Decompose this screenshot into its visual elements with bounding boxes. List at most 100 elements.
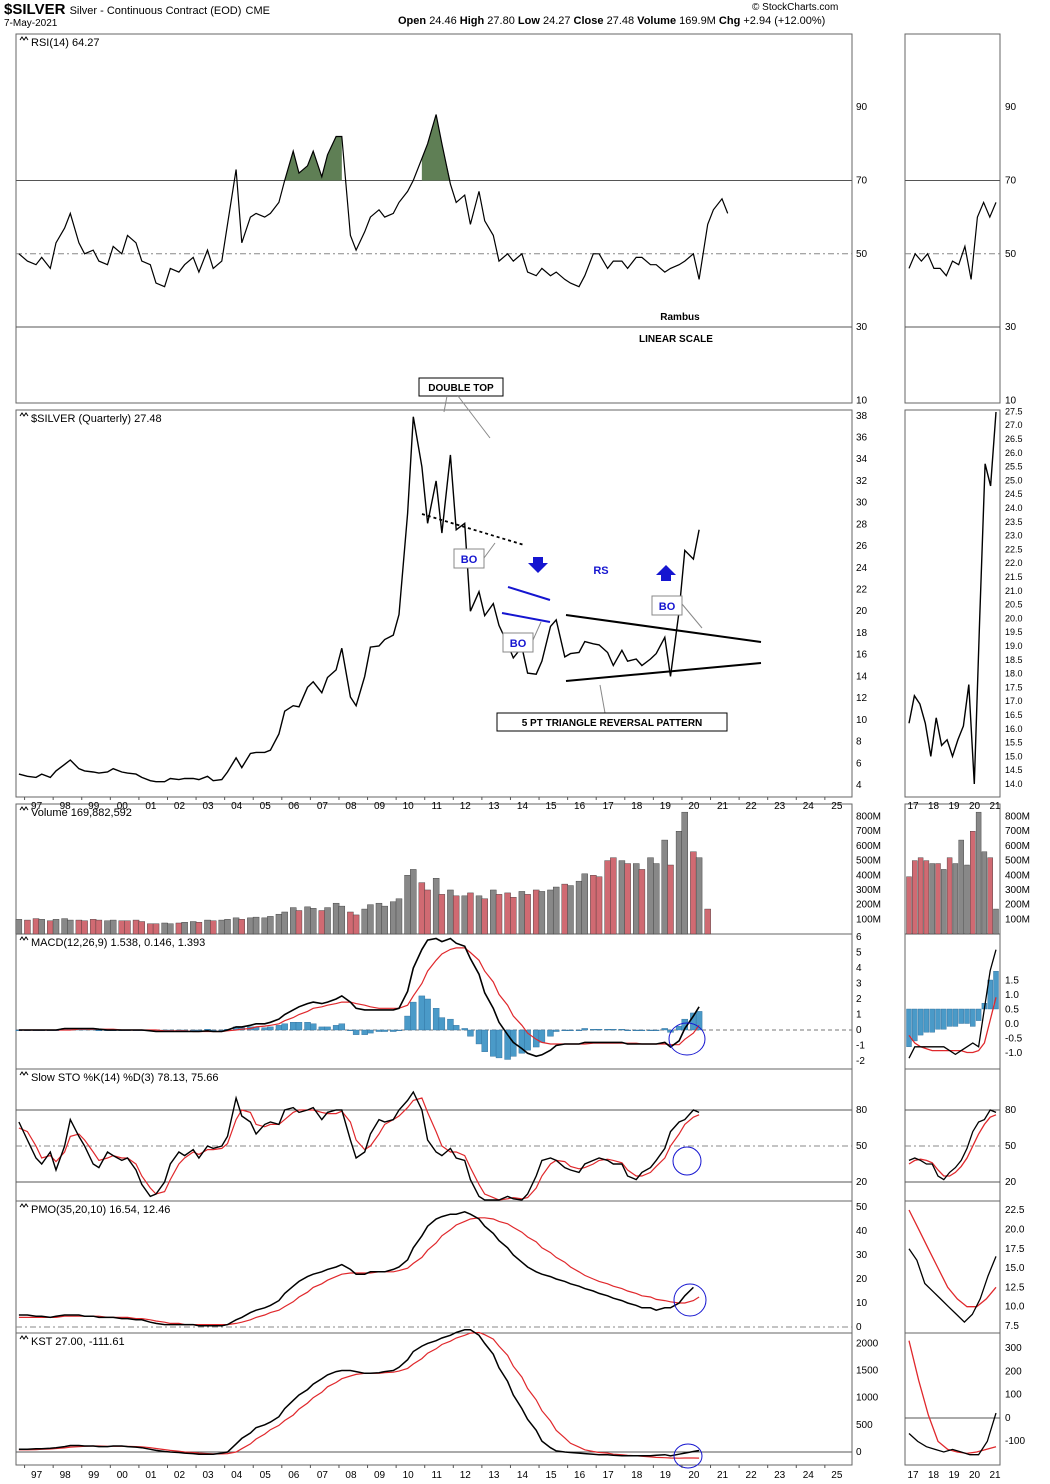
- inset-sto-d: [908, 1114, 997, 1177]
- bo-breakout-label: BO: [659, 601, 676, 613]
- volume-bar: [204, 919, 211, 935]
- inset-price-tick: 18.0: [1005, 669, 1023, 679]
- bo-pointer-2: [532, 621, 542, 641]
- volume-bar: [290, 907, 297, 935]
- inset-price-tick: 19.5: [1005, 627, 1023, 637]
- volume-bar: [547, 889, 554, 935]
- volume-bar: [410, 869, 417, 935]
- volume-bar: [338, 905, 346, 935]
- x-tick-label: 00: [117, 801, 129, 812]
- inset-x-label-bottom: 17: [907, 1470, 919, 1481]
- volume-bar: [161, 922, 168, 935]
- y-tick-volume: 300M: [856, 885, 881, 896]
- x-tick-label-bottom: 09: [374, 1470, 386, 1481]
- volume-bar: [461, 895, 468, 935]
- macd-histogram-bar: [310, 1023, 317, 1031]
- y-tick-price: 4: [856, 780, 862, 791]
- inset-price-tick: 23.0: [1005, 531, 1023, 541]
- macd-histogram-bar: [604, 1029, 611, 1031]
- triangle-top-line: [565, 614, 762, 643]
- y-tick-price: 26: [856, 541, 868, 552]
- y-tick-volume: 600M: [856, 841, 881, 852]
- x-tick-label-bottom: 01: [145, 1470, 157, 1481]
- volume-bar: [653, 863, 660, 935]
- inset-price-tick: 25.5: [1005, 462, 1023, 472]
- macd-histogram-bar: [367, 1029, 374, 1034]
- x-tick-label: 22: [746, 801, 758, 812]
- volume-bar: [638, 869, 646, 935]
- macd-histogram-bar: [361, 1029, 368, 1035]
- inset-kst-tick: 0: [1005, 1413, 1011, 1424]
- macd-histogram-bar: [275, 1025, 283, 1031]
- y-tick-price: 18: [856, 628, 868, 639]
- inset-volume-tick: 400M: [1005, 870, 1030, 881]
- y-tick-macd: 2: [856, 994, 862, 1005]
- inset-price-tick: 15.5: [1005, 738, 1023, 748]
- volume-bar: [89, 919, 97, 935]
- y-tick-volume: 400M: [856, 870, 881, 881]
- y-tick-stochastic: 50: [856, 1141, 868, 1152]
- bo-pointer-1: [483, 542, 496, 559]
- inset-kst-tick: 300: [1005, 1343, 1022, 1354]
- volume-bar: [595, 876, 603, 935]
- y-tick-price: 10: [856, 715, 868, 726]
- inset-volume-bar: [923, 860, 930, 935]
- x-tick-label: 25: [831, 801, 843, 812]
- volume-bar: [210, 920, 217, 935]
- y-tick-kst: 0: [856, 1447, 862, 1458]
- panel-title-rsi: RSI(14) 64.27: [31, 37, 99, 49]
- y-tick-pmo: 40: [856, 1226, 868, 1237]
- x-tick-label-bottom: 99: [88, 1470, 100, 1481]
- volume-bar: [610, 857, 617, 935]
- highlight-circle: [672, 1146, 702, 1176]
- rsi-line: [18, 114, 729, 288]
- volume-bar: [395, 898, 403, 935]
- volume-bar: [352, 914, 360, 935]
- inset-macd-signal: [908, 997, 997, 1054]
- panel-frame-price: [15, 409, 853, 798]
- volume-bar: [447, 889, 454, 935]
- low-value: 24.27: [542, 15, 571, 27]
- panel-frame-kst: [15, 1332, 853, 1466]
- x-tick-label: 08: [345, 801, 357, 812]
- volume-bar: [24, 919, 31, 935]
- inset-pmo-tick: 15.0: [1005, 1263, 1025, 1274]
- macd-histogram-bar: [347, 1029, 354, 1032]
- y-tick-price: 24: [856, 563, 868, 574]
- inset-volume-tick: 700M: [1005, 826, 1030, 837]
- panel-title-volume: Volume 169,882,592: [31, 807, 132, 819]
- volume-label: Volume: [637, 15, 677, 27]
- y-tick-macd: 5: [856, 948, 862, 959]
- x-tick-label: 09: [374, 801, 386, 812]
- inset-macd-bar: [935, 1008, 941, 1030]
- inset-macd-tick: -1.0: [1005, 1048, 1023, 1059]
- inset-macd-tick: 0.5: [1005, 1005, 1019, 1016]
- macd-histogram-bar: [375, 1029, 383, 1032]
- inset-pmo-tick: 17.5: [1005, 1244, 1025, 1255]
- stockcharts-copyright: © StockCharts.com: [752, 2, 839, 13]
- inset-price-tick: 16.5: [1005, 710, 1023, 720]
- inset-price-tick: 26.0: [1005, 448, 1023, 458]
- x-tick-label-bottom: 07: [317, 1470, 329, 1481]
- volume-bar: [510, 897, 517, 935]
- kst-signal-line: [18, 1331, 700, 1459]
- x-tick-label-bottom: 03: [203, 1470, 215, 1481]
- scale-label: LINEAR SCALE: [639, 334, 713, 345]
- x-tick-label-bottom: 06: [288, 1470, 300, 1481]
- close-label: Close: [573, 15, 604, 27]
- inset-volume-bar: [929, 863, 935, 935]
- double-top-pointer: [443, 395, 491, 439]
- macd-histogram-bar: [447, 1018, 454, 1031]
- volume-bar: [375, 902, 383, 935]
- inset-x-label: 17: [907, 801, 919, 812]
- inset-price-tick: 21.5: [1005, 572, 1023, 582]
- volume-bar: [167, 923, 174, 935]
- inset-sto-tick: 80: [1005, 1105, 1017, 1116]
- inset-macd-tick: -0.5: [1005, 1034, 1023, 1045]
- macd-histogram-bar: [538, 1029, 546, 1043]
- volume-bar: [310, 908, 317, 935]
- macd-histogram-bar: [624, 1029, 631, 1032]
- inset-price-tick: 27.5: [1005, 406, 1023, 416]
- volume-bar: [318, 910, 326, 935]
- macd-histogram-bar: [575, 1029, 583, 1032]
